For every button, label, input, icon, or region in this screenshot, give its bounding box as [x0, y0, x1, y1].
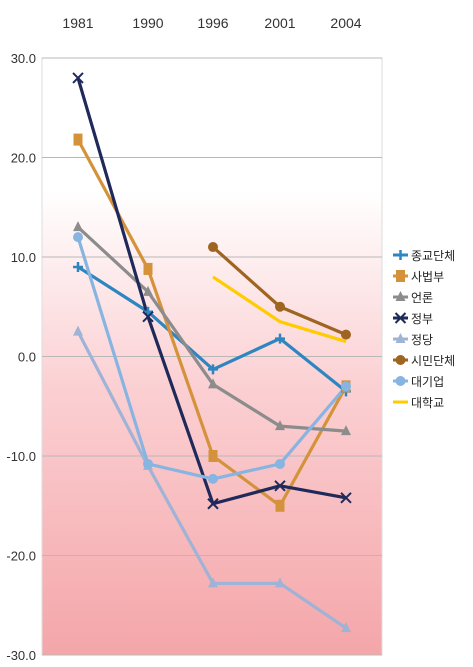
y-tick-label: 0.0	[18, 350, 36, 365]
legend-marker	[396, 376, 406, 386]
y-tick-label: -30.0	[6, 648, 36, 663]
legend-item: 정당	[393, 333, 433, 347]
legend-item: 언론	[393, 291, 433, 305]
series-7-point	[341, 381, 351, 391]
legend-label: 시민단체	[411, 354, 455, 368]
legend-marker	[396, 270, 405, 282]
legend-label: 사법부	[411, 270, 444, 284]
x-axis: 1981 1990 1996 2001 2004	[62, 15, 361, 31]
legend-label: 언론	[411, 291, 433, 305]
series-2-point	[144, 263, 153, 275]
y-tick-label: -10.0	[6, 449, 36, 464]
x-tick-label: 1990	[132, 15, 163, 31]
series-2-point	[276, 500, 285, 512]
legend-item: 종교단체	[393, 249, 455, 263]
y-tick-label: 30.0	[11, 51, 36, 66]
x-tick-label: 2001	[264, 15, 295, 31]
y-tick-label: 10.0	[11, 250, 36, 265]
series-2-point	[209, 450, 218, 462]
legend-label: 정당	[411, 333, 433, 347]
series-7-point	[208, 474, 218, 484]
y-axis: 30.0 20.0 10.0 0.0 -10.0 -20.0 -30.0	[6, 51, 36, 663]
legend-item: 정부	[393, 312, 433, 326]
x-tick-label: 1996	[197, 15, 228, 31]
series-6-point	[275, 302, 285, 312]
y-tick-label: -20.0	[6, 549, 36, 564]
x-tick-label: 1981	[62, 15, 93, 31]
legend-item: 대기업	[393, 375, 444, 389]
series-7-point	[143, 459, 153, 469]
series-6-point	[341, 330, 351, 340]
series-7-point	[275, 459, 285, 469]
y-tick-label: 20.0	[11, 151, 36, 166]
legend-item: 시민단체	[393, 354, 455, 368]
x-tick-label: 2004	[330, 15, 361, 31]
legend-marker	[396, 250, 406, 260]
legend-marker	[396, 355, 406, 365]
series-7-point	[73, 232, 83, 242]
legend-label: 대기업	[411, 375, 444, 389]
legend-label: 정부	[411, 312, 433, 326]
legend-item: 사법부	[393, 270, 444, 284]
legend-label: 대학교	[411, 396, 444, 410]
series-6-point	[208, 242, 218, 252]
legend-item: 대학교	[393, 396, 444, 410]
series-2-point	[74, 134, 83, 146]
legend-label: 종교단체	[411, 249, 455, 263]
